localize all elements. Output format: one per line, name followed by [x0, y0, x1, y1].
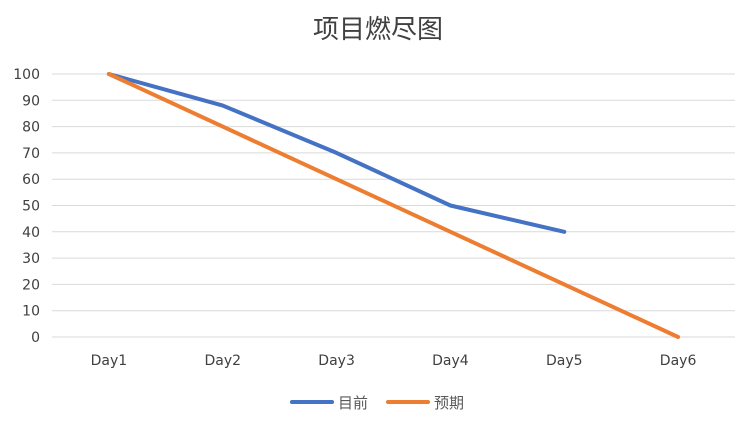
y-tick-label: 90: [22, 93, 40, 109]
legend-label: 预期: [434, 394, 464, 412]
x-tick-label: Day1: [91, 353, 128, 369]
series-lines: [106, 72, 681, 339]
y-tick-label: 0: [31, 330, 40, 346]
y-tick-label: 100: [13, 67, 40, 83]
y-tick-label: 60: [22, 172, 40, 188]
x-tick-label: Day3: [318, 353, 355, 369]
y-tick-label: 30: [22, 251, 40, 267]
y-tick-label: 20: [22, 277, 40, 293]
x-tick-label: Day4: [432, 353, 469, 369]
x-axis-tick-labels: Day1 Day2 Day3 Day4 Day5 Day6: [91, 353, 697, 369]
y-tick-label: 70: [22, 146, 40, 162]
series-line: [106, 72, 567, 234]
x-tick-label: Day6: [660, 353, 697, 369]
legend-label: 目前: [338, 394, 368, 412]
y-axis-tick-labels: 0 10 20 30 40 50 60 70 80 90 100: [13, 67, 40, 346]
legend: 目前 预期: [290, 394, 464, 412]
chart-title: 项目燃尽图: [313, 15, 443, 45]
y-tick-label: 50: [22, 199, 40, 215]
x-tick-label: Day5: [546, 353, 583, 369]
y-tick-label: 40: [22, 225, 40, 241]
x-tick-label: Day2: [204, 353, 241, 369]
y-tick-label: 80: [22, 120, 40, 136]
y-tick-label: 10: [22, 304, 40, 320]
series-line: [106, 72, 681, 339]
